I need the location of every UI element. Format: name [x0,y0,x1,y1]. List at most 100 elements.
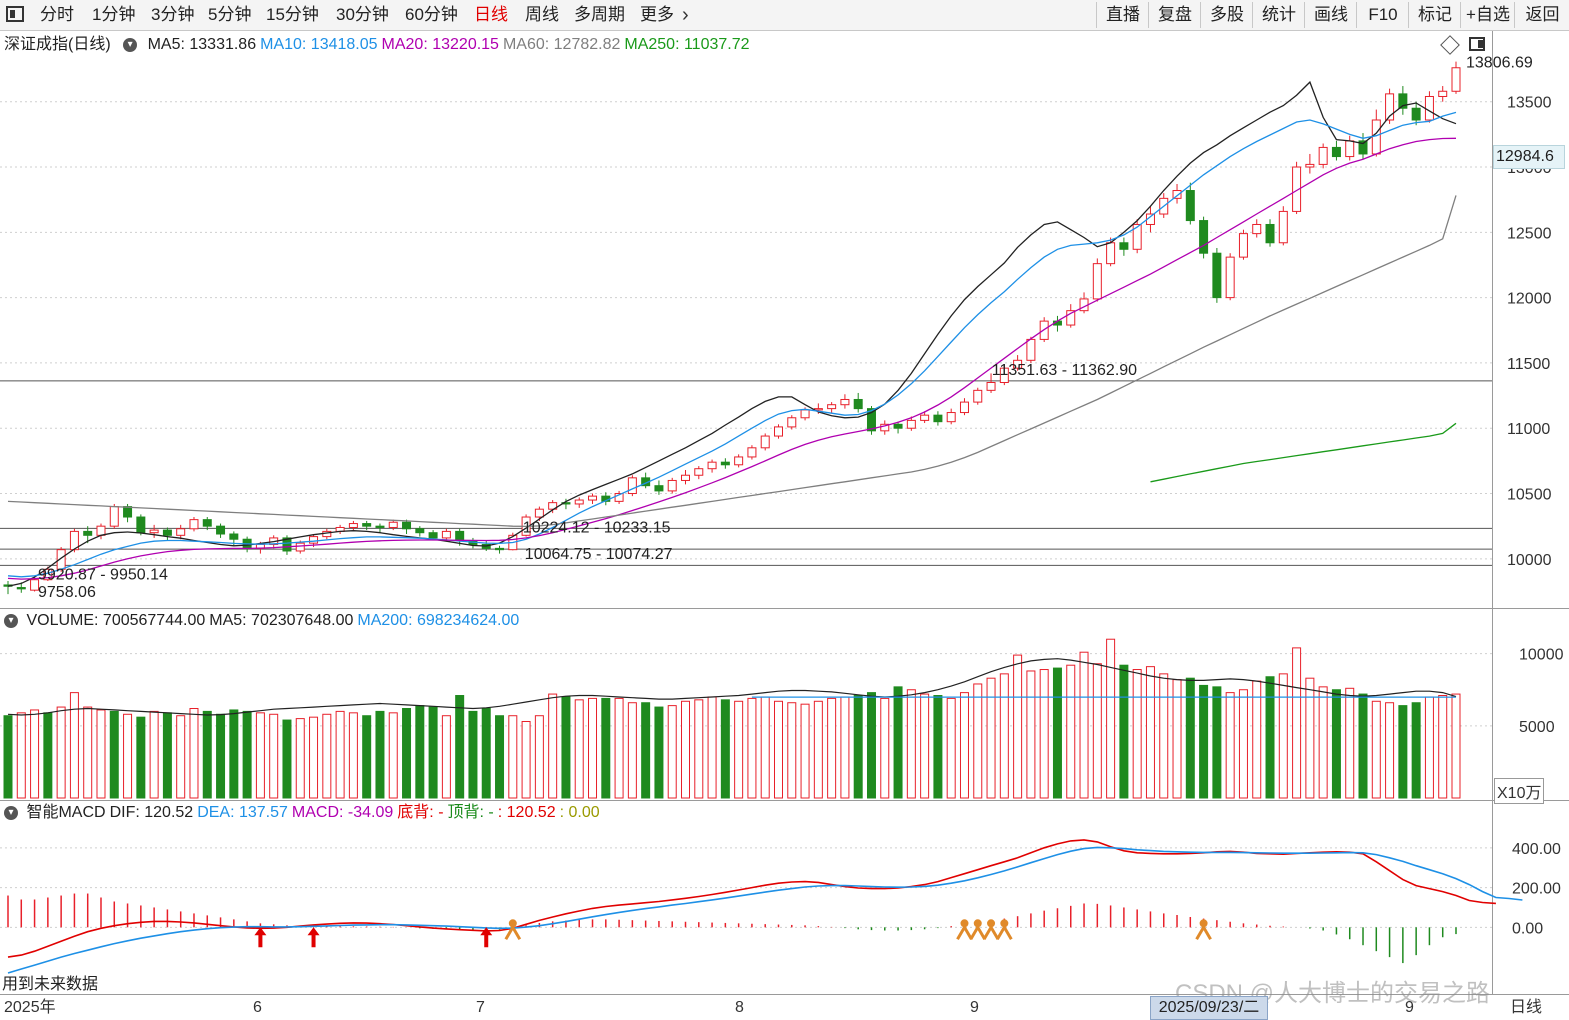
volume-bar [667,705,677,799]
candle-body [1199,220,1209,254]
pane-divider[interactable] [0,800,1569,801]
time-label: 6 [253,999,262,1016]
volume-bar [269,713,279,799]
toolbar-button-0[interactable]: 直播 [1096,2,1149,28]
bottom-signal-arrow-icon [254,927,267,948]
volume-bar [521,720,531,799]
volume-bar [189,708,199,799]
macd-legend-item-4: 底背: - [397,804,444,821]
tab-0[interactable]: 分时 [40,5,74,24]
volume-bar [1052,667,1062,799]
price-annotation: 10224.12 - 10233.15 [523,519,671,536]
price-annotation: 9758.06 [38,584,96,601]
volume-bar [1066,664,1076,799]
candle-body [986,382,996,391]
volume-ma-line-ma5 [7,658,1457,716]
candle-body [348,523,358,528]
price-annotation: 13806.69 [1466,55,1533,72]
macd-legend-item-6: : 120.52 [497,804,556,821]
candle-body [866,408,876,432]
volume-bar [481,708,491,799]
toolbar-button-4[interactable]: 画线 [1304,2,1357,28]
candle-body [1358,140,1368,155]
candle-body [959,401,969,414]
macd-line-dif [7,839,1496,958]
candle-body [375,525,385,528]
volume-bar [641,702,651,799]
volume-bar [986,677,996,799]
candle-body [229,533,239,540]
tab-10[interactable]: 更多 [640,5,674,24]
tab-2[interactable]: 3分钟 [151,5,195,24]
candle-body [787,417,797,428]
candle-body [574,499,584,505]
candle-body [773,426,783,437]
volume-bar [920,693,930,799]
toolbar-button-5[interactable]: F10 [1356,2,1409,28]
candle-body [16,587,26,590]
legend-collapse-icon[interactable]: ▾ [4,805,18,820]
tab-1[interactable]: 1分钟 [92,5,136,24]
volume-bar [1451,693,1461,799]
volume-bar [1345,687,1355,799]
runner-signal-icon [1199,919,1208,928]
tab-7[interactable]: 日线 [474,5,508,24]
more-arrow-icon[interactable]: › [682,4,689,26]
candle-body [1013,359,1023,369]
volume-bar [56,706,66,799]
volume-legend-item-1: MA5: 702307648.00 [209,612,354,629]
volume-bar [362,715,372,799]
tab-6[interactable]: 60分钟 [405,5,458,24]
volume-bar [866,692,876,799]
toolbar-button-2[interactable]: 多股 [1200,2,1253,28]
main-legend: 深证成指(日线) ▾ MA5: 13331.86 MA10: 13418.05 MA… [4,34,758,56]
volume-bar [508,715,518,799]
tab-3[interactable]: 5分钟 [208,5,252,24]
volume-bar [999,673,1009,799]
volume-bar [1385,702,1395,799]
ma-line-ma10 [7,111,1457,578]
volume-bar [880,697,890,799]
last-price-tag: 12984.6 [1493,145,1565,169]
pane-divider[interactable] [0,608,1569,609]
tab-5[interactable]: 30分钟 [336,5,389,24]
toolbar-button-7[interactable]: +自选 [1460,2,1515,28]
volume-bar [123,713,133,799]
volume-bar [1092,663,1102,799]
volume-bar [1331,689,1341,799]
volume-bar [388,712,398,799]
candle-body [800,409,810,419]
panel-toggle-icon[interactable] [6,6,24,22]
price-tick-label: 12000 [1507,291,1552,308]
volume-bar [1438,695,1448,799]
legend-collapse-icon[interactable]: ▾ [4,613,18,628]
ma-line-ma250 [1150,422,1457,483]
candle-body [495,547,505,551]
volume-bar [309,716,319,799]
volume-bar [1265,676,1275,799]
volume-bar [1199,684,1209,799]
tab-9[interactable]: 多周期 [574,5,625,24]
candle-body [1385,93,1395,121]
volume-bar [30,709,40,799]
candle-body [1238,233,1248,258]
volume-bar [16,712,26,799]
volume-bar [149,710,159,799]
tab-8[interactable]: 周线 [525,5,559,24]
tab-4[interactable]: 15分钟 [266,5,319,24]
volume-bar [707,696,717,799]
candle-body [588,495,598,501]
price-tick-label: 10000 [1507,552,1552,569]
toolbar-button-8[interactable]: 返回 [1514,2,1569,28]
legend-collapse-icon[interactable]: ▾ [123,37,138,52]
time-label: 9 [1405,999,1414,1016]
layout-toggle-icon[interactable] [1469,37,1485,51]
candle-body [760,435,770,449]
volume-bar [375,710,385,799]
candle-body [202,519,212,527]
toolbar-button-3[interactable]: 统计 [1252,2,1305,28]
toolbar-button-1[interactable]: 复盘 [1148,2,1201,28]
volume-bar [959,692,969,799]
toolbar-button-6[interactable]: 标记 [1408,2,1461,28]
